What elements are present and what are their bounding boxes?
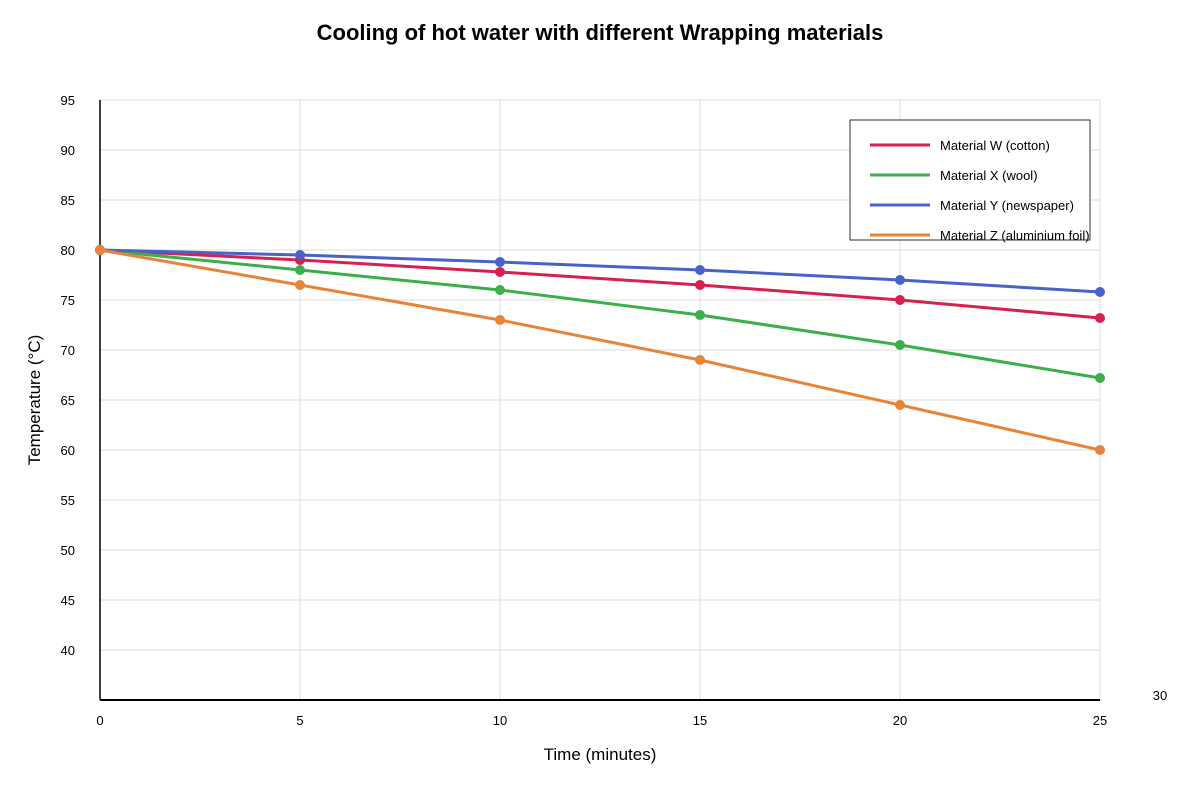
x-tick-label: 25 <box>1093 713 1107 728</box>
y-tick-label: 40 <box>61 643 75 658</box>
data-point <box>495 267 505 277</box>
series-lines <box>95 245 1105 455</box>
data-point <box>295 280 305 290</box>
y-axis-label: Temperature (°C) <box>25 335 44 466</box>
data-point <box>495 257 505 267</box>
data-point <box>695 265 705 275</box>
series-line-material-x-wool <box>99 248 1101 380</box>
data-point <box>295 265 305 275</box>
data-point <box>95 245 105 255</box>
y-tick-label: 85 <box>61 193 75 208</box>
y-tick-label: 75 <box>61 293 75 308</box>
y-tick-label: 65 <box>61 393 75 408</box>
series-line-material-y-newspaper <box>99 248 1101 294</box>
y-tick-label: 80 <box>61 243 75 258</box>
x-tick-label: 10 <box>493 713 507 728</box>
y-tick-label: 55 <box>61 493 75 508</box>
series-line-material-w-cotton <box>99 248 1101 320</box>
legend-label: Material Y (newspaper) <box>940 198 1074 213</box>
chart-title: Cooling of hot water with different Wrap… <box>317 20 884 45</box>
data-point <box>1095 287 1105 297</box>
legend-label: Material X (wool) <box>940 168 1038 183</box>
legend-box <box>849 119 1091 241</box>
x-axis-ticks: 0 5 10 15 20 25 <box>96 713 1107 728</box>
y-tick-label: 90 <box>61 143 75 158</box>
axes <box>99 100 1100 701</box>
y-tick-label: 95 <box>61 93 75 108</box>
stray-tick-label: 30 <box>1153 688 1167 703</box>
data-point <box>1095 373 1105 383</box>
x-tick-label: 5 <box>296 713 303 728</box>
data-point <box>895 295 905 305</box>
data-point <box>895 275 905 285</box>
data-point <box>1095 313 1105 323</box>
legend-label: Material Z (aluminium foil) <box>940 228 1090 243</box>
x-tick-label: 15 <box>693 713 707 728</box>
data-point <box>895 340 905 350</box>
data-point <box>695 355 705 365</box>
x-tick-label: 20 <box>893 713 907 728</box>
y-tick-label: 50 <box>61 543 75 558</box>
data-point <box>495 285 505 295</box>
data-point <box>495 315 505 325</box>
x-tick-label: 0 <box>96 713 103 728</box>
data-point <box>295 250 305 260</box>
data-point <box>695 280 705 290</box>
y-axis-ticks: 40 45 50 55 60 65 70 75 80 85 90 95 <box>61 93 75 658</box>
grid <box>100 99 1101 700</box>
data-point <box>895 400 905 410</box>
data-point <box>1095 445 1105 455</box>
series-line-material-z-aluminium-foil <box>99 248 1101 452</box>
legend-label: Material W (cotton) <box>940 138 1050 153</box>
data-point <box>695 310 705 320</box>
y-tick-label: 45 <box>61 593 75 608</box>
legend: Material W (cotton) Material X (wool) Mate… <box>849 119 1091 243</box>
y-tick-label: 60 <box>61 443 75 458</box>
x-axis-label: Time (minutes) <box>544 745 657 764</box>
y-tick-label: 70 <box>61 343 75 358</box>
